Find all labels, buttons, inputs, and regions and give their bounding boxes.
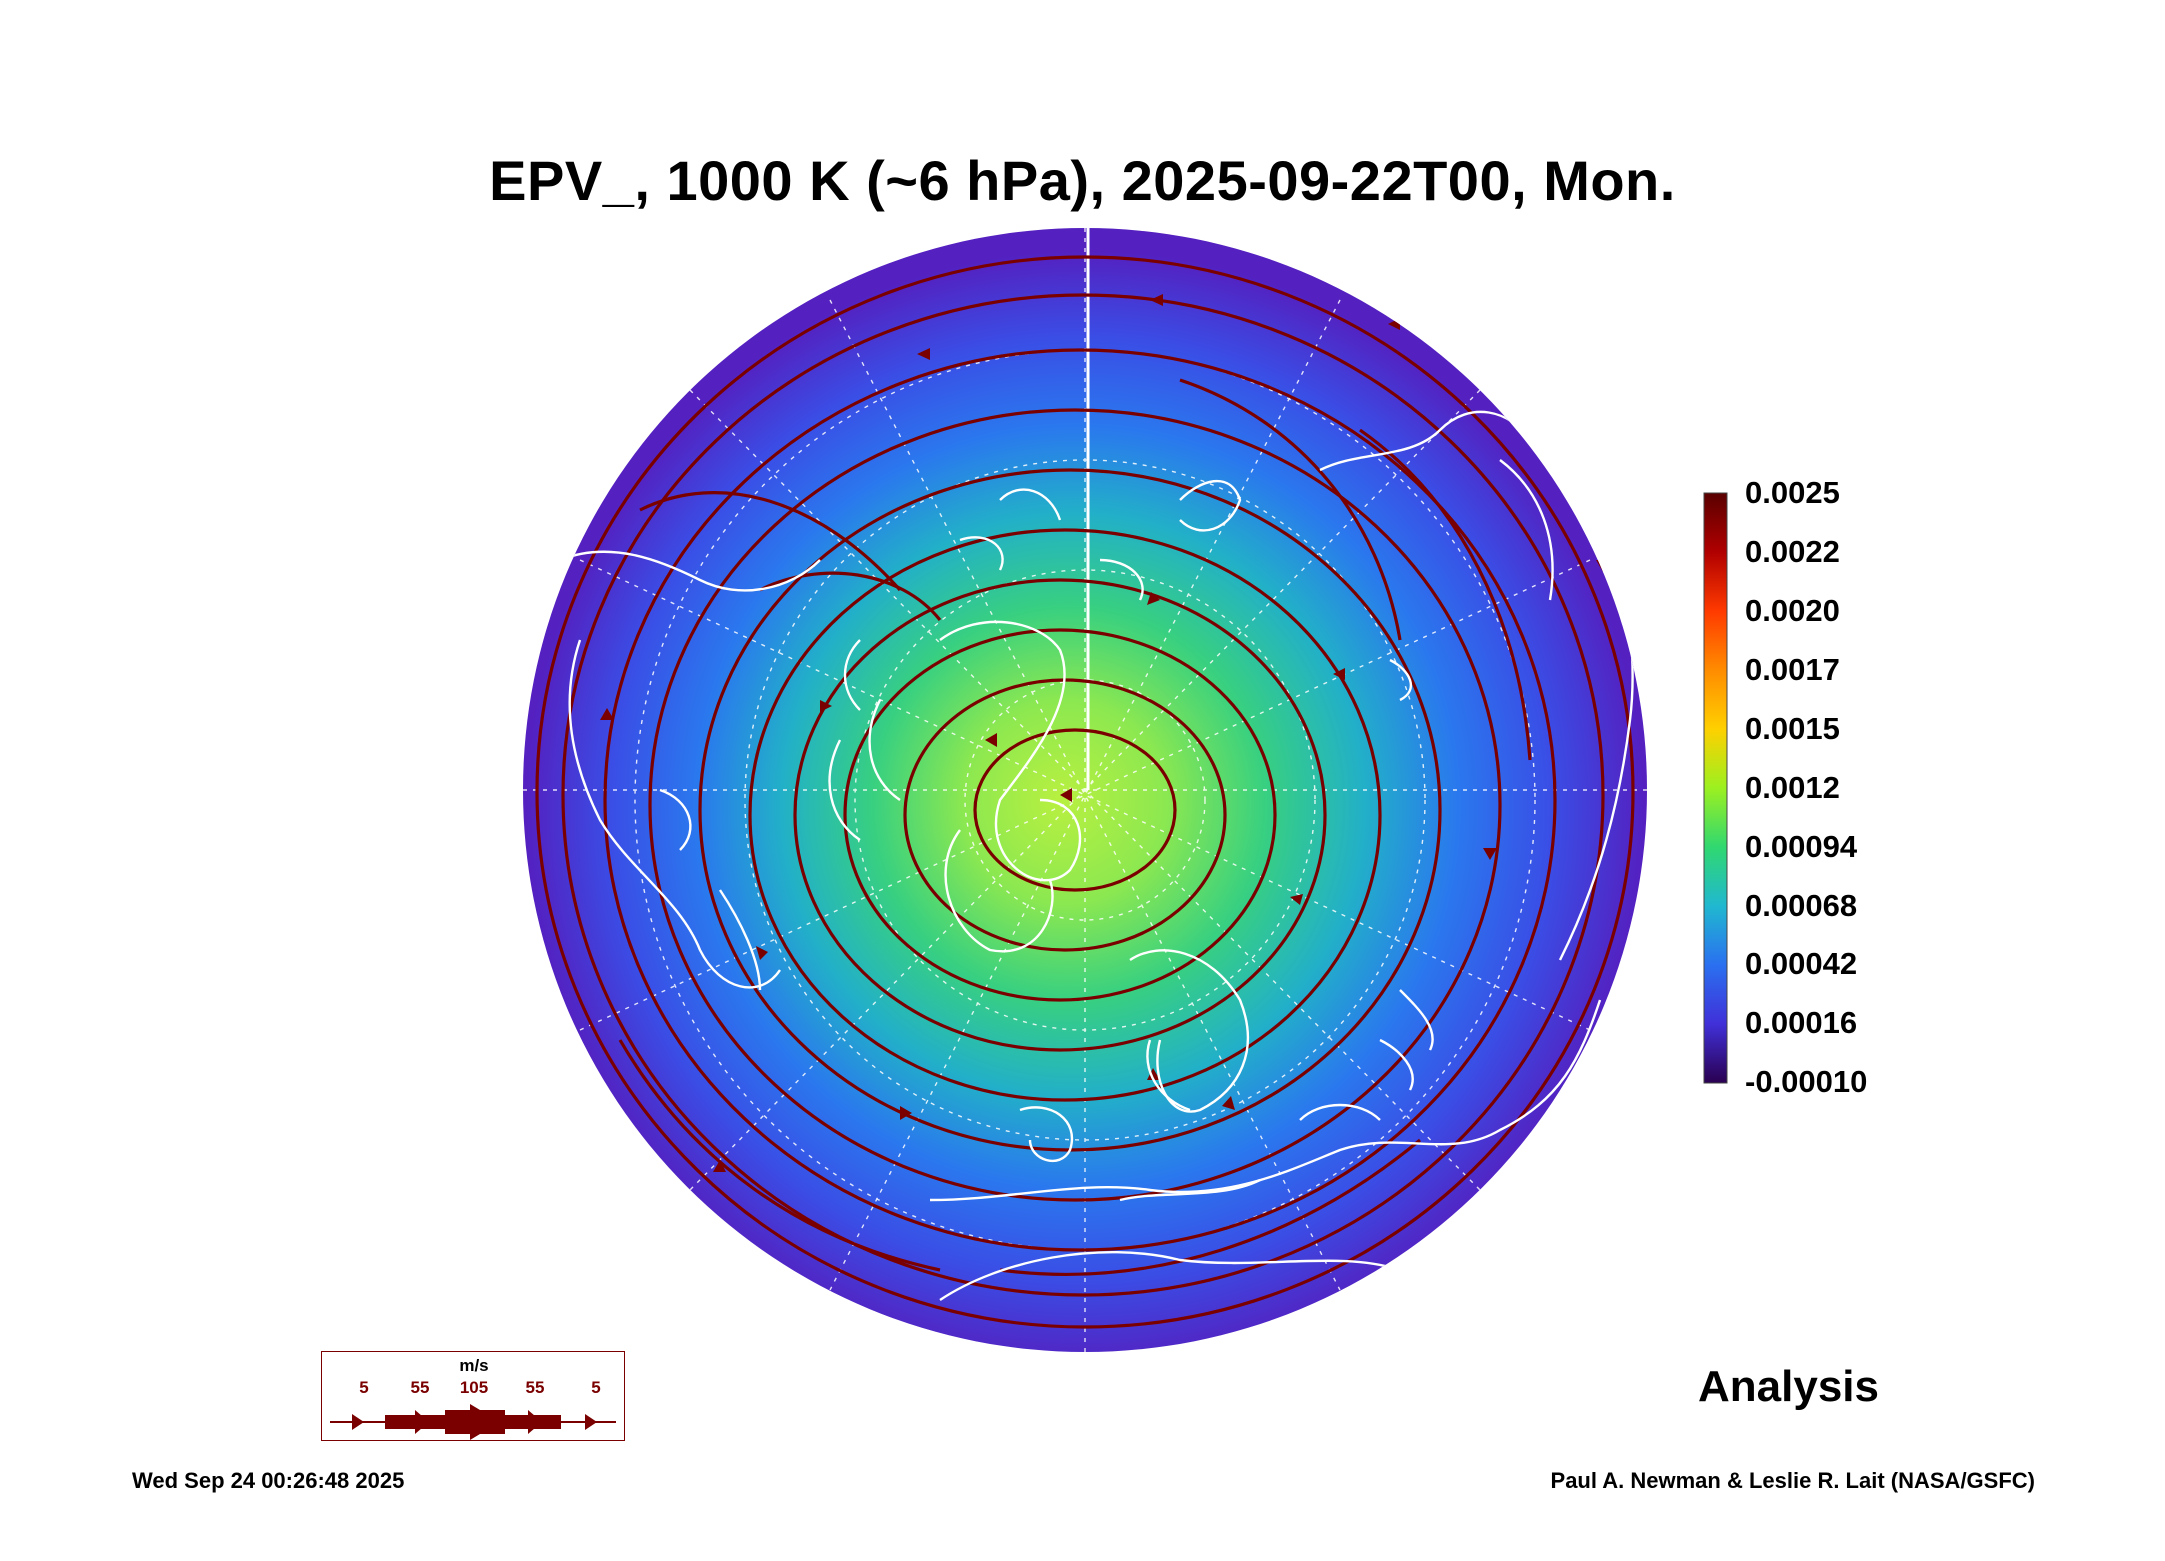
colorbar-label: 0.00094 [1745,829,1858,864]
colorbar-label: 0.0022 [1745,534,1840,569]
coastlines [559,410,1634,1301]
colorbar-label: 0.0015 [1745,711,1840,746]
colorbar-label: 0.00068 [1745,888,1858,923]
streamlines [535,255,1635,1329]
wind-speed-legend: m/s 5 55 105 55 5 [321,1351,625,1441]
colorbar [1703,492,1728,1084]
wind-legend-value: 55 [410,1378,430,1397]
wind-legend-value: 105 [459,1378,489,1397]
wind-legend-value: 5 [359,1378,369,1397]
wind-legend-arrow [330,1404,616,1440]
graticule [523,228,1647,1352]
colorbar-label: 0.0012 [1745,770,1840,805]
colorbar-label: 0.0017 [1745,652,1840,687]
wind-legend-unit: m/s [459,1356,489,1375]
wind-legend-value: 5 [591,1378,601,1397]
page-title: EPV_, 1000 K (~6 hPa), 2025-09-22T00, Mo… [489,149,1676,212]
colorbar-label: 0.0025 [1745,475,1840,510]
colorbar-label: 0.00016 [1745,1005,1858,1040]
colorbar-label: 0.0020 [1745,593,1840,628]
colorbar-label: -0.00010 [1745,1064,1868,1099]
author-credits: Paul A. Newman & Leslie R. Lait (NASA/GS… [1550,1468,2035,1493]
render-timestamp: Wed Sep 24 00:26:48 2025 [132,1468,405,1493]
analysis-stamp: Analysis [1698,1362,1879,1411]
colorbar-label: 0.00042 [1745,946,1858,981]
wind-legend-value: 55 [525,1378,545,1397]
